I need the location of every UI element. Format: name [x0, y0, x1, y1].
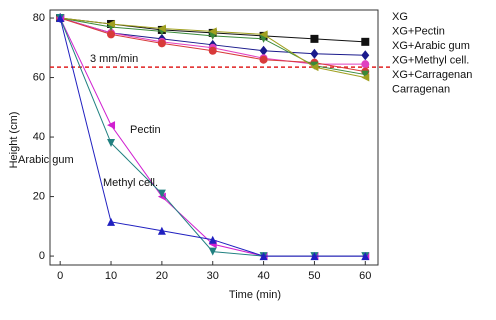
y-tick-label: 60: [33, 71, 45, 83]
x-tick-label: 20: [156, 270, 168, 282]
marker: [361, 50, 370, 61]
marker: [107, 30, 116, 39]
marker: [157, 189, 166, 198]
annotation: Pectin: [130, 124, 161, 136]
legend-label: XG+Carragenan: [392, 69, 472, 81]
marker: [310, 252, 319, 261]
marker: [361, 70, 370, 79]
legend-label: Carragenan: [392, 83, 450, 95]
marker: [361, 60, 370, 69]
x-tick-label: 30: [207, 270, 219, 282]
y-axis-label: Height (cm): [8, 112, 20, 169]
marker: [107, 19, 116, 28]
marker: [361, 37, 370, 46]
x-tick-label: 0: [57, 270, 63, 282]
marker: [259, 45, 268, 56]
x-tick-label: 10: [105, 270, 117, 282]
marker: [361, 73, 370, 82]
annotation: Arabic gum: [18, 154, 74, 166]
marker: [107, 139, 116, 148]
y-tick-label: 0: [39, 250, 45, 262]
marker: [208, 247, 217, 256]
marker: [310, 48, 319, 59]
marker: [208, 46, 217, 55]
marker: [310, 63, 319, 72]
x-tick-label: 50: [308, 270, 320, 282]
y-tick-label: 20: [33, 190, 45, 202]
marker: [259, 252, 268, 261]
legend-label: XG+Pectin: [392, 25, 445, 37]
y-tick-label: 80: [33, 12, 45, 24]
marker: [361, 252, 370, 261]
marker: [208, 235, 217, 244]
x-axis-label: Time (min): [229, 289, 281, 301]
annotation: Methyl cell.: [103, 177, 158, 189]
legend-label: XG: [392, 11, 408, 23]
marker: [310, 34, 319, 43]
x-tick-label: 40: [257, 270, 269, 282]
marker: [157, 226, 166, 235]
marker: [56, 14, 65, 23]
x-tick-label: 60: [359, 270, 371, 282]
marker: [157, 24, 166, 33]
marker: [107, 121, 116, 130]
marker: [208, 27, 217, 36]
legend-label: XG+Methyl cell.: [392, 54, 469, 66]
legend-label: XG+Arabic gum: [392, 40, 470, 52]
marker: [259, 55, 268, 64]
marker: [259, 30, 268, 39]
marker: [107, 217, 116, 226]
y-tick-label: 40: [33, 131, 45, 143]
reference-label: 3 mm/min: [90, 53, 138, 65]
marker: [157, 39, 166, 48]
